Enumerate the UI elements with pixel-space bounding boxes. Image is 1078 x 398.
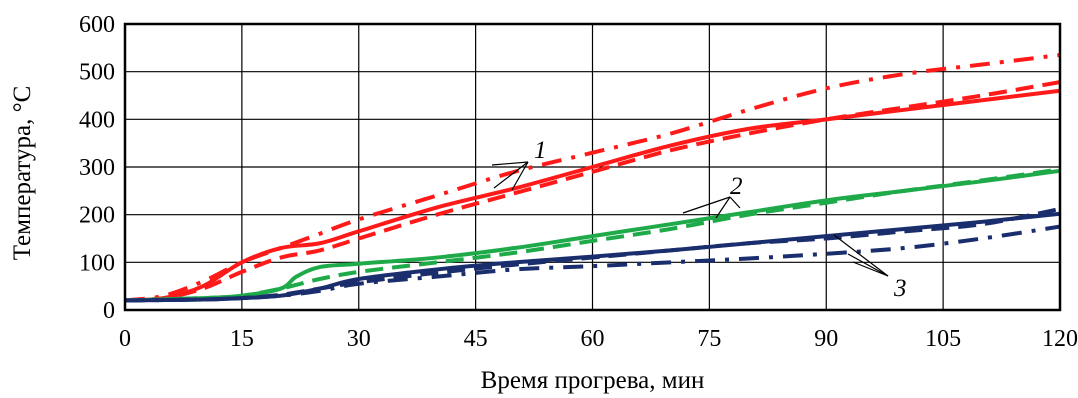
x-tick-label: 15 xyxy=(230,326,254,352)
series-line-green-dash xyxy=(124,167,1061,303)
plot-frame xyxy=(123,22,1062,312)
x-tick-labels: 0 15 30 45 60 75 90 105 120 xyxy=(119,326,1078,352)
callout-leader-line xyxy=(852,261,889,277)
callout-leader-line xyxy=(847,253,889,277)
series-line-navy-dashdot xyxy=(124,224,1061,303)
x-tick-label: 45 xyxy=(464,326,488,352)
y-axis-label: Температура, °C xyxy=(9,86,36,261)
series-line-red-dashdot xyxy=(124,52,1061,303)
y-tick-label: 500 xyxy=(79,60,115,86)
callout-leader-line xyxy=(715,196,731,219)
series-layer xyxy=(124,52,1061,303)
y-tick-label: 0 xyxy=(103,298,115,324)
y-tick-label: 200 xyxy=(79,203,115,229)
x-axis-label: Время прогрева, мин xyxy=(481,367,705,394)
series-line-red-dash xyxy=(124,80,1061,303)
annotation-label-navy: 3 xyxy=(893,275,907,302)
callout-leader-line xyxy=(511,161,529,191)
callout-leader-line xyxy=(729,196,741,209)
callout-lines xyxy=(491,161,889,277)
callout-leader-line xyxy=(833,234,889,277)
x-tick-label: 0 xyxy=(119,326,131,352)
x-tick-label: 120 xyxy=(1042,326,1078,352)
annotation-label-red: 1 xyxy=(534,137,547,164)
x-tick-label: 75 xyxy=(697,326,721,352)
x-tick-label: 105 xyxy=(925,326,961,352)
x-tick-label: 60 xyxy=(581,326,605,352)
y-tick-label: 300 xyxy=(79,155,115,181)
callout-leader-line xyxy=(491,161,529,166)
callout-leader-line xyxy=(493,161,529,189)
y-tick-label: 100 xyxy=(79,250,115,276)
y-tick-label: 600 xyxy=(79,12,115,38)
annotation-label-green: 2 xyxy=(730,173,743,200)
x-tick-label: 90 xyxy=(814,326,838,352)
y-tick-labels: 0 100 200 300 400 500 600 xyxy=(79,12,115,324)
x-tick-label: 30 xyxy=(347,326,371,352)
y-tick-label: 400 xyxy=(79,107,115,133)
callout-leader-line xyxy=(682,196,731,214)
series-line-navy-dash xyxy=(124,206,1061,303)
series-annotations: 1 2 3 xyxy=(534,137,907,302)
series-line-navy-solid xyxy=(124,211,1061,303)
